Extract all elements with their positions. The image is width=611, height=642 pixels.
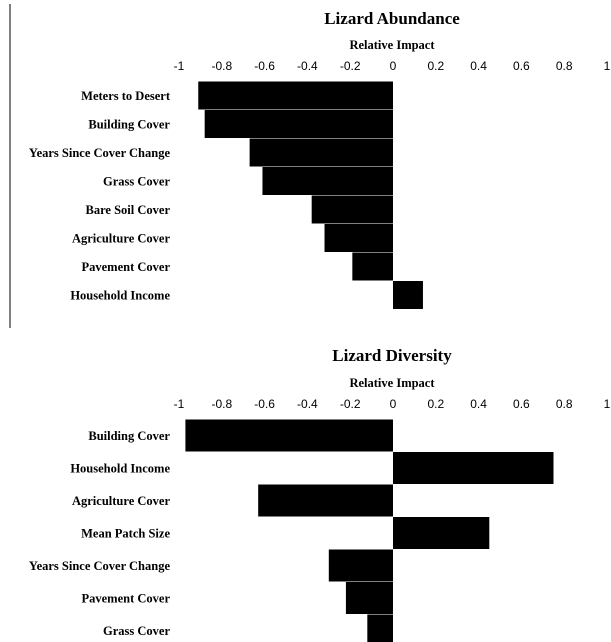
x-tick-label: 1	[604, 59, 611, 73]
x-tick-label: 0.6	[513, 59, 530, 73]
bar	[345, 582, 393, 614]
x-tick-label: -0.8	[211, 397, 232, 411]
x-tick-label: -0.4	[297, 397, 318, 411]
bar	[352, 252, 393, 281]
category-label: Bare Soil Cover	[86, 203, 171, 217]
bar	[185, 419, 393, 452]
x-tick-label: -0.2	[340, 59, 361, 73]
category-label: Grass Cover	[103, 175, 170, 189]
x-axis-label: Relative Impact	[349, 376, 435, 390]
category-label: Household Income	[70, 462, 170, 476]
category-label: Building Cover	[88, 429, 170, 443]
category-label: Household Income	[70, 289, 170, 303]
bar	[262, 167, 393, 195]
x-tick-label: 0.4	[470, 59, 487, 73]
chart-title: Lizard Diversity	[332, 346, 452, 365]
x-tick-label: -0.6	[254, 59, 275, 73]
x-tick-label: 0	[390, 59, 397, 73]
category-label: Agriculture Cover	[72, 232, 170, 246]
bar	[393, 452, 554, 484]
category-label: Agriculture Cover	[72, 494, 170, 508]
lizard-abundance-chart: Lizard Abundance Relative Impact -1 -0.8 -0.…	[9, 4, 611, 328]
bar	[367, 614, 393, 642]
lizard-diversity-chart: Lizard Diversity Relative Impact -1 -0.8 -0.…	[29, 346, 611, 642]
x-tick-label: -0.6	[254, 397, 275, 411]
category-label: Pavement Cover	[81, 260, 170, 274]
x-tick-label: -1	[174, 397, 185, 411]
category-label: Years Since Cover Change	[29, 146, 171, 160]
x-tick-label: 0.8	[556, 59, 573, 73]
bar	[324, 224, 393, 252]
x-tick-label: 1	[604, 397, 611, 411]
x-axis-label: Relative Impact	[349, 38, 435, 52]
bar	[204, 110, 393, 138]
bar	[311, 195, 393, 224]
x-tick-label: -0.8	[211, 59, 232, 73]
category-label: Grass Cover	[103, 624, 170, 638]
x-tick-label: 0.6	[513, 397, 530, 411]
bar	[393, 281, 423, 309]
category-label: Meters to Desert	[81, 89, 171, 103]
category-label: Years Since Cover Change	[29, 559, 171, 573]
x-tick-label: -1	[174, 59, 185, 73]
bar	[249, 138, 393, 167]
bar	[328, 549, 393, 582]
bar	[393, 517, 490, 549]
chart-title: Lizard Abundance	[324, 9, 460, 28]
category-label: Building Cover	[88, 118, 170, 132]
x-tick-label: 0	[390, 397, 397, 411]
x-tick-label: 0.8	[556, 397, 573, 411]
bar	[258, 484, 393, 517]
x-tick-label: 0.4	[470, 397, 487, 411]
category-label: Mean Patch Size	[81, 527, 170, 541]
category-label: Pavement Cover	[81, 592, 170, 606]
x-tick-label: -0.4	[297, 59, 318, 73]
bar	[198, 81, 393, 110]
x-tick-label: 0.2	[427, 59, 444, 73]
x-tick-label: 0.2	[427, 397, 444, 411]
x-tick-label: -0.2	[340, 397, 361, 411]
